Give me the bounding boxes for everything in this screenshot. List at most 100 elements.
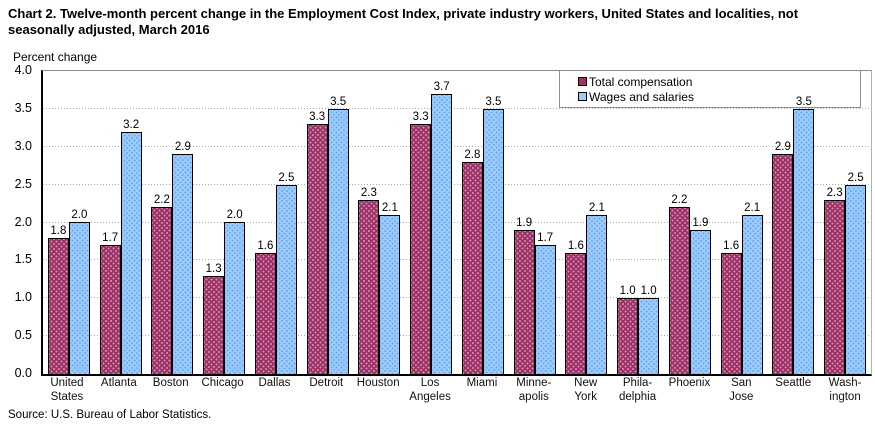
bar-wages-and-salaries: 3.2 bbox=[120, 119, 142, 374]
bar-value-label: 2.1 bbox=[381, 202, 398, 214]
x-axis-label: Detroit bbox=[309, 377, 344, 389]
legend-marker-total-compensation-icon bbox=[578, 77, 587, 86]
bar-group: 1.6 2.1 bbox=[561, 71, 613, 374]
bar-value-label: 2.0 bbox=[71, 209, 88, 221]
bar-total-compensation: 1.6 bbox=[565, 240, 587, 374]
y-axis: 0.0 0.5 1.0 1.5 2.0 2.5 3.0 3.5 4.0 bbox=[0, 63, 36, 380]
gridline bbox=[43, 107, 871, 109]
bar-value-label: 3.5 bbox=[795, 96, 812, 108]
bar-group: 1.0 1.0 bbox=[612, 71, 664, 374]
bar-group: 1.8 2.0 bbox=[43, 71, 95, 374]
legend-label-total-compensation: Total compensation bbox=[589, 74, 693, 89]
bar-group: 3.3 3.7 bbox=[405, 71, 457, 374]
bar-group: 1.7 3.2 bbox=[95, 71, 147, 374]
x-axis-label: New York bbox=[574, 377, 598, 403]
x-axis-label: Wash- ington bbox=[828, 377, 862, 403]
bar-wages-and-salaries: 3.5 bbox=[482, 96, 504, 374]
bar-group: 1.6 2.1 bbox=[716, 71, 768, 374]
legend-label-wages-and-salaries: Wages and salaries bbox=[589, 89, 694, 104]
bar-value-label: 1.7 bbox=[537, 232, 554, 244]
legend-marker-wages-and-salaries-icon bbox=[578, 92, 587, 101]
x-axis-label: Chicago bbox=[201, 377, 244, 389]
bar-value-label: 2.3 bbox=[826, 187, 843, 199]
bar-total-compensation: 2.9 bbox=[772, 141, 794, 374]
bar-value-label: 2.3 bbox=[360, 187, 377, 199]
bar-group: 1.3 2.0 bbox=[198, 71, 250, 374]
x-axis-label: Seattle bbox=[775, 377, 812, 389]
bar-total-compensation: 2.3 bbox=[358, 187, 380, 374]
bar-group: 1.9 1.7 bbox=[509, 71, 561, 374]
bar-group: 2.9 3.5 bbox=[768, 71, 820, 374]
y-axis-tick-label: 2.5 bbox=[14, 176, 32, 191]
bar-total-compensation: 1.3 bbox=[203, 263, 225, 374]
bar-value-label: 2.0 bbox=[226, 209, 243, 221]
bar-total-compensation: 3.3 bbox=[410, 111, 432, 374]
gridline bbox=[43, 145, 871, 147]
y-axis-tick-label: 0.5 bbox=[14, 328, 32, 343]
y-axis-tick-label: 0.0 bbox=[14, 366, 32, 380]
bar-wages-and-salaries: 2.0 bbox=[224, 209, 246, 374]
bar-value-label: 3.5 bbox=[485, 96, 502, 108]
gridline bbox=[43, 259, 871, 261]
x-axis: United States Atlanta Boston Chicago Dallas D… bbox=[41, 377, 871, 404]
bar-total-compensation: 2.8 bbox=[461, 149, 483, 374]
x-axis-label: Miami bbox=[466, 377, 498, 389]
bar-value-label: 1.6 bbox=[257, 240, 274, 252]
bar-group: 2.3 2.1 bbox=[354, 71, 406, 374]
bar-value-label: 1.7 bbox=[102, 232, 119, 244]
bar-total-compensation: 1.6 bbox=[720, 240, 742, 374]
bar-total-compensation: 2.2 bbox=[151, 194, 173, 374]
y-axis-tick-label: 3.0 bbox=[14, 138, 32, 153]
bar-wages-and-salaries: 1.0 bbox=[638, 285, 660, 374]
y-axis-title: Percent change bbox=[13, 50, 98, 64]
gridline bbox=[43, 221, 871, 223]
bar-wages-and-salaries: 2.1 bbox=[586, 202, 608, 374]
bar-value-label: 2.1 bbox=[588, 202, 605, 214]
bar-value-label: 3.5 bbox=[330, 96, 347, 108]
bar-total-compensation: 2.2 bbox=[668, 194, 690, 374]
bar-value-label: 1.6 bbox=[723, 240, 740, 252]
x-axis-label: Minne- apolis bbox=[516, 377, 552, 403]
bar-value-label: 1.9 bbox=[692, 217, 709, 229]
bar-wages-and-salaries: 3.5 bbox=[327, 96, 349, 374]
bar-value-label: 2.2 bbox=[153, 194, 170, 206]
x-axis-label: United States bbox=[50, 377, 84, 403]
bar-value-label: 3.3 bbox=[412, 111, 429, 123]
x-axis-label: Atlanta bbox=[100, 377, 137, 389]
bar-value-label: 2.5 bbox=[278, 172, 295, 184]
bar-value-label: 2.8 bbox=[464, 149, 481, 161]
x-axis-label: San Jose bbox=[729, 377, 754, 403]
bar-wages-and-salaries: 2.5 bbox=[275, 172, 297, 374]
x-axis-label: Los Angeles bbox=[409, 377, 451, 403]
bar-value-label: 2.9 bbox=[774, 141, 791, 153]
bar-wages-and-salaries: 3.7 bbox=[431, 81, 453, 374]
bar-wages-and-salaries: 2.1 bbox=[379, 202, 401, 374]
bar-total-compensation: 1.8 bbox=[47, 225, 69, 374]
x-axis-label: Dallas bbox=[258, 377, 291, 389]
source-note: Source: U.S. Bureau of Labor Statistics. bbox=[8, 409, 212, 421]
bar-value-label: 1.3 bbox=[205, 263, 222, 275]
bar-total-compensation: 1.6 bbox=[254, 240, 276, 374]
bar-wages-and-salaries: 2.9 bbox=[172, 141, 194, 374]
y-axis-tick-label: 4.0 bbox=[14, 63, 32, 77]
bar-wages-and-salaries: 1.7 bbox=[534, 232, 556, 374]
gridline bbox=[43, 183, 871, 185]
bar-value-label: 2.5 bbox=[847, 172, 864, 184]
bar-total-compensation: 3.3 bbox=[306, 111, 328, 374]
bar-value-label: 1.0 bbox=[640, 285, 657, 297]
bar-group: 1.6 2.5 bbox=[250, 71, 302, 374]
bar-group: 2.2 1.9 bbox=[664, 71, 716, 374]
bars-row: 1.8 2.0 1.7 3.2 2.2 2.9 1.3 2.0 1.6 2.5 3.3 3.5 2.3 2… bbox=[43, 71, 871, 374]
legend-item-wages-and-salaries: Wages and salaries bbox=[578, 89, 860, 104]
bar-total-compensation: 1.9 bbox=[513, 217, 535, 374]
bar-wages-and-salaries: 2.1 bbox=[741, 202, 763, 374]
legend-item-total-compensation: Total compensation bbox=[578, 74, 860, 89]
legend: Total compensation Wages and salaries bbox=[559, 71, 861, 108]
bar-total-compensation: 1.7 bbox=[99, 232, 121, 374]
bar-total-compensation: 1.0 bbox=[617, 285, 639, 374]
bar-group: 2.3 2.5 bbox=[819, 71, 871, 374]
bar-total-compensation: 2.3 bbox=[824, 187, 846, 374]
bar-wages-and-salaries: 1.9 bbox=[689, 217, 711, 374]
bar-wages-and-salaries: 2.5 bbox=[845, 172, 867, 374]
bar-value-label: 2.2 bbox=[671, 194, 688, 206]
